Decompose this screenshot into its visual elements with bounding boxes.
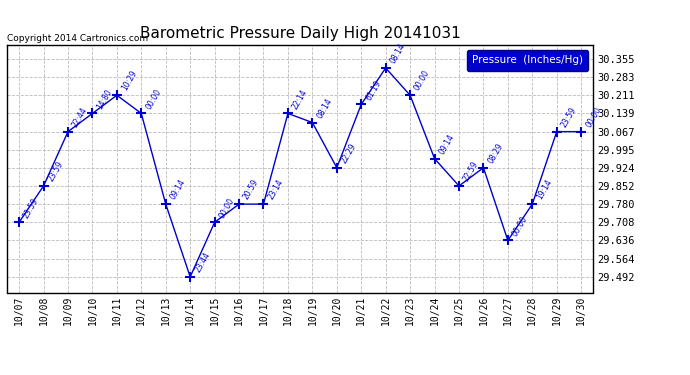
Text: 08:14: 08:14: [388, 42, 407, 65]
Text: 14:80: 14:80: [95, 87, 114, 111]
Text: 22:44: 22:44: [71, 105, 90, 129]
Text: 22:59: 22:59: [462, 160, 480, 183]
Text: 23:59: 23:59: [22, 196, 41, 219]
Text: 20:59: 20:59: [241, 178, 261, 201]
Text: 22:14: 22:14: [290, 87, 309, 111]
Text: 09:14: 09:14: [168, 178, 187, 201]
Title: Barometric Pressure Daily High 20141031: Barometric Pressure Daily High 20141031: [140, 26, 460, 41]
Text: 08:14: 08:14: [315, 96, 334, 120]
Text: 22:29: 22:29: [339, 142, 358, 165]
Text: 61:19: 61:19: [364, 78, 383, 102]
Text: 08:29: 08:29: [486, 142, 505, 165]
Text: 00:00: 00:00: [144, 87, 163, 111]
Text: 23:59: 23:59: [46, 160, 65, 183]
Text: 00:00: 00:00: [413, 69, 432, 93]
Text: 23:14: 23:14: [266, 178, 285, 201]
Text: 10:29: 10:29: [119, 69, 138, 93]
Text: 09:14: 09:14: [437, 132, 456, 156]
Text: 00:00: 00:00: [511, 214, 529, 238]
Text: 19:14: 19:14: [535, 178, 554, 201]
Text: Copyright 2014 Cartronics.com: Copyright 2014 Cartronics.com: [7, 33, 148, 42]
Text: 23:44: 23:44: [193, 251, 212, 274]
Text: 00:00: 00:00: [584, 105, 603, 129]
Text: 23:59: 23:59: [560, 105, 578, 129]
Legend: Pressure  (Inches/Hg): Pressure (Inches/Hg): [466, 50, 588, 70]
Text: 00:00: 00:00: [217, 196, 236, 219]
